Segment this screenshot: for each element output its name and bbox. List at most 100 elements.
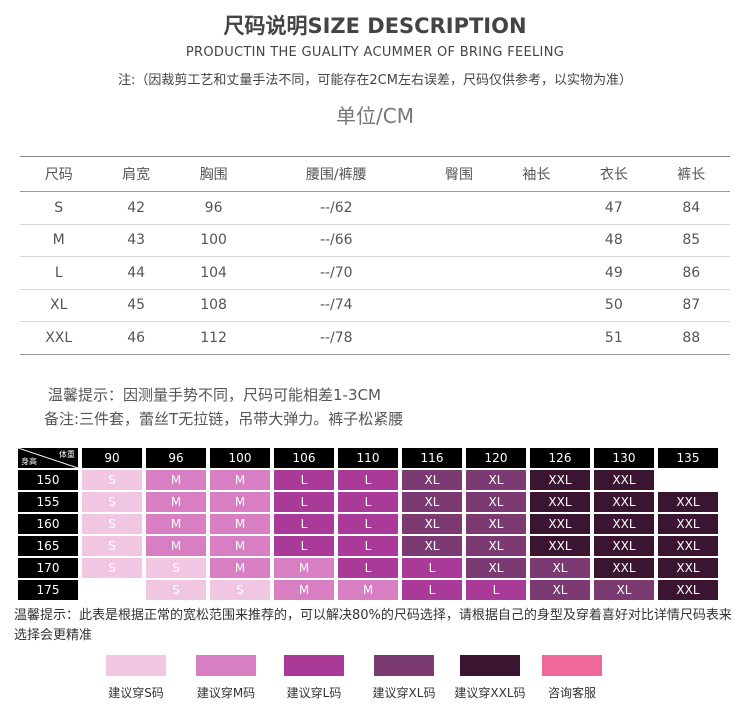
height-header-cell: 160 [18, 514, 78, 534]
size-row: XXL 46 112 --/78 51 88 [20, 321, 730, 355]
size-cell: 43 [97, 224, 175, 257]
recommended-size-cell: XL [402, 514, 462, 534]
size-cell: --/74 [252, 289, 421, 322]
recommended-size-cell: M [146, 492, 206, 512]
size-cell: 108 [174, 289, 253, 322]
size-cell: 88 [652, 321, 730, 355]
weight-header-cell: 120 [466, 448, 526, 468]
size-row: S 42 96 --/62 47 84 [20, 191, 730, 225]
size-cell: --/70 [252, 256, 421, 290]
color-legend: 建议穿S码 建议穿M码 建议穿L码 建议穿XL码 建议穿XXL码 咨询客服 [0, 655, 750, 715]
header-cell: 衣长 [575, 156, 653, 192]
recommendation-grid: 体重 身高 90 96 100 106 110 116 120 126 130 135 150 S M… [14, 446, 722, 602]
size-cell: --/66 [252, 224, 421, 257]
size-cell [420, 256, 498, 290]
recommended-size-cell: S [82, 470, 142, 490]
height-row: 175 S S M M L L XL XL XXL [18, 580, 718, 600]
legend-label: 建议穿M码 [196, 686, 256, 700]
recommended-size-cell: XXL [594, 492, 654, 512]
recommended-size-cell: XXL [594, 558, 654, 578]
recommended-size-cell: L [274, 514, 334, 534]
size-cell: 86 [652, 256, 730, 290]
size-cell: 45 [97, 289, 175, 322]
legend-swatch [196, 655, 256, 676]
height-row: 165 S M M L L XL XL XXL XXL XXL [18, 536, 718, 556]
recommended-size-cell: L [466, 580, 526, 600]
size-cell [497, 224, 576, 257]
recommended-size-cell: M [274, 558, 334, 578]
height-header-cell: 165 [18, 536, 78, 556]
size-row: L 44 104 --/70 49 86 [20, 256, 730, 290]
recommended-size-cell: S [146, 558, 206, 578]
legend-label: 建议穿XXL码 [454, 686, 526, 700]
recommended-size-cell: XL [466, 558, 526, 578]
size-cell: L [20, 256, 98, 290]
product-remark: 备注:三件套，蕾丝T无拉链，吊带大弹力。裤子松紧腰 [44, 410, 404, 428]
size-cell: 49 [575, 256, 653, 290]
weight-header-cell: 106 [274, 448, 334, 468]
recommended-size-cell: S [82, 492, 142, 512]
recommended-size-cell: M [146, 514, 206, 534]
grid-corner: 体重 身高 [18, 448, 78, 468]
legend-label: 建议穿XL码 [372, 686, 436, 700]
recommended-size-cell: M [146, 470, 206, 490]
size-cell: --/78 [252, 321, 421, 355]
size-cell: 96 [174, 191, 253, 225]
recommended-size-cell: XXL [594, 514, 654, 534]
recommended-size-cell: XXL [530, 536, 590, 556]
measurement-note: 注:（因裁剪工艺和丈量手法不同，可能存在2CM左右误差，尺码仅供参考，以实物为准… [118, 73, 632, 88]
size-cell [497, 289, 576, 322]
measurement-tip: 温馨提示：因测量手势不同，尺码可能相差1-3CM [48, 386, 381, 404]
weight-header-cell: 126 [530, 448, 590, 468]
size-cell: 112 [174, 321, 253, 355]
legend-label: 咨询客服 [547, 686, 596, 700]
recommended-size-cell: XL [466, 492, 526, 512]
recommended-size-cell: XL [466, 514, 526, 534]
size-cell [420, 289, 498, 322]
page-subtitle: PRODUCTIN THE GUALITY ACUMMER OF BRING F… [185, 45, 565, 60]
recommended-size-cell: XXL [530, 492, 590, 512]
size-cell: 50 [575, 289, 653, 322]
height-header-cell: 170 [18, 558, 78, 578]
height-row: 160 S M M L L XL XL XXL XXL XXL [18, 514, 718, 534]
size-cell: --/62 [252, 191, 421, 225]
size-cell: S [20, 191, 98, 225]
recommended-size-cell: S [210, 580, 270, 600]
height-header-cell: 155 [18, 492, 78, 512]
size-cell [420, 321, 498, 355]
recommended-size-cell: L [402, 580, 462, 600]
legend-item: 建议穿L码 [282, 655, 346, 701]
size-cell [420, 191, 498, 225]
recommended-size-cell [658, 470, 718, 490]
height-row: 170 S S M M L L XL XL XXL XXL [18, 558, 718, 578]
recommended-size-cell: XXL [594, 536, 654, 556]
legend-label: 建议穿S码 [108, 686, 164, 700]
size-cell: 44 [97, 256, 175, 290]
recommended-size-cell: XXL [658, 580, 718, 600]
recommended-size-cell: M [210, 536, 270, 556]
recommended-size-cell [82, 580, 142, 600]
size-cell: M [20, 224, 98, 257]
recommended-size-cell: XXL [658, 514, 718, 534]
legend-label: 建议穿L码 [286, 686, 342, 700]
size-cell: 100 [174, 224, 253, 257]
size-cell: 87 [652, 289, 730, 322]
header-cell: 肩宽 [97, 156, 175, 192]
weight-header-cell: 135 [658, 448, 718, 468]
recommended-size-cell: XXL [594, 470, 654, 490]
header-cell: 腰围/裤腰 [252, 156, 421, 192]
recommended-size-cell: L [338, 536, 398, 556]
recommended-size-cell: XXL [530, 470, 590, 490]
recommended-size-cell: M [146, 536, 206, 556]
legend-item: 建议穿M码 [194, 655, 258, 701]
recommended-size-cell: XXL [530, 514, 590, 534]
recommended-size-cell: L [338, 558, 398, 578]
recommended-size-cell: M [274, 580, 334, 600]
weight-header-cell: 96 [146, 448, 206, 468]
recommended-size-cell: L [338, 470, 398, 490]
legend-swatch [284, 655, 344, 676]
recommended-size-cell: L [274, 492, 334, 512]
header-cell: 胸围 [174, 156, 253, 192]
size-cell [497, 191, 576, 225]
size-cell: 42 [97, 191, 175, 225]
